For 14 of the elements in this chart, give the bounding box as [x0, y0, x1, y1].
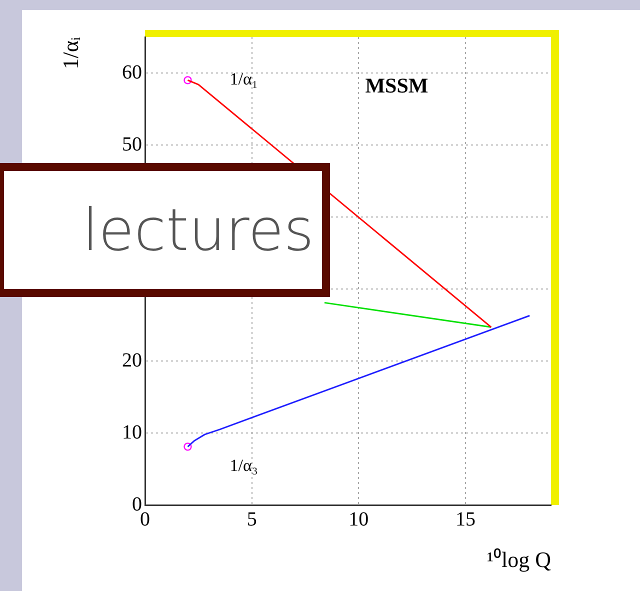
annotation: lectures	[0, 163, 330, 297]
y-tick-label: 50	[122, 133, 142, 156]
x-tick-label: 15	[456, 508, 476, 530]
series-label: 1/α₁	[230, 70, 258, 89]
series-label: 1/α₃	[230, 456, 258, 476]
x-tick-label: 10	[348, 508, 369, 530]
annotation: MSSM	[365, 73, 428, 98]
y-axis-title: 1/αᵢ	[58, 36, 83, 70]
y-tick-label: 10	[122, 421, 142, 444]
x-axis-title: ¹⁰log Q	[486, 546, 552, 572]
y-tick-label: 60	[122, 61, 142, 84]
y-tick-label: 0	[132, 493, 142, 516]
x-tick-label: 5	[246, 508, 257, 530]
y-tick-label: 20	[122, 349, 142, 372]
